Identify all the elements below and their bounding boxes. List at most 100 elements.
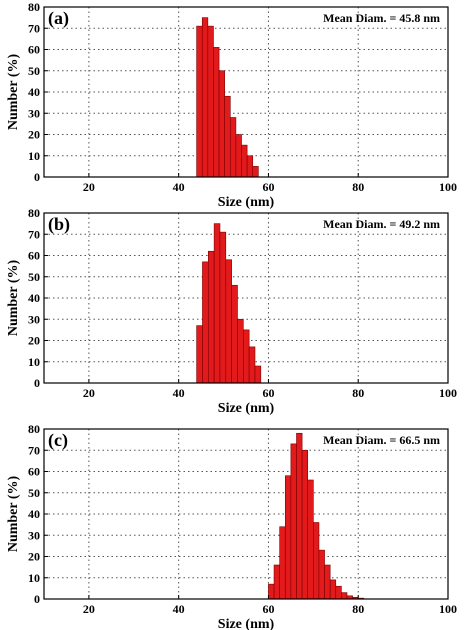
y-tick-label: 70 [28, 21, 40, 35]
y-tick-label: 80 [28, 422, 40, 436]
x-tick-label: 80 [352, 602, 364, 616]
x-tick-label: 60 [262, 180, 274, 194]
y-tick-label: 10 [28, 355, 40, 369]
x-tick-label: 100 [439, 602, 457, 616]
histogram-bar [224, 95, 231, 178]
x-tick-label: 60 [262, 386, 274, 400]
x-tick-label: 80 [352, 386, 364, 400]
histogram-bar [218, 70, 225, 178]
y-tick-label: 0 [34, 170, 40, 184]
histogram-bar [248, 346, 256, 384]
x-tick-label: 40 [173, 180, 185, 194]
histogram-bar [237, 318, 244, 384]
histogram-bar [268, 583, 275, 600]
x-axis-title: Size (nm) [218, 195, 275, 210]
histogram-bar [254, 365, 262, 384]
histogram-bar [273, 564, 280, 600]
y-tick-label: 50 [28, 486, 40, 500]
x-tick-label: 100 [439, 386, 457, 400]
x-tick-label: 60 [262, 602, 274, 616]
x-tick-label: 40 [173, 602, 185, 616]
y-axis-title: Number (%) [6, 259, 21, 336]
y-tick-label: 0 [34, 376, 40, 390]
chart-panel-b: 20 40 60 80 100 0 10 20 30 40 50 60 70 80 Size (nm) Num… [6, 206, 457, 416]
grid-lines [44, 213, 448, 383]
histogram-bar [202, 261, 209, 384]
y-tick-label: 60 [28, 465, 40, 479]
y-tick-label: 20 [28, 128, 40, 142]
histogram-bar [207, 250, 215, 384]
histogram-bar [229, 117, 237, 178]
histogram-bar [201, 17, 209, 178]
y-tick-label: 80 [28, 0, 40, 14]
y-tick-label: 30 [28, 528, 40, 542]
chart-panel-c: 20 40 60 80 100 0 10 20 30 40 50 60 70 80 Size (nm) Num… [6, 422, 457, 630]
x-tick-label: 80 [352, 180, 364, 194]
histogram-bar [329, 579, 337, 600]
histogram-bar [207, 25, 214, 178]
histogram-bars [268, 432, 365, 600]
histogram-bar [296, 432, 303, 600]
mean-diameter-annotation: Mean Diam. = 49.2 nm [323, 217, 440, 231]
histogram-bar [213, 223, 221, 384]
histogram-bar [307, 479, 314, 600]
x-axis-title: Size (nm) [218, 617, 275, 630]
histogram-bar [301, 449, 309, 600]
y-tick-label: 10 [28, 571, 40, 585]
histogram-bar [246, 155, 254, 178]
histogram-bar [235, 134, 242, 178]
histogram-bar [243, 329, 250, 384]
grid-lines [44, 7, 448, 177]
histogram-bar [324, 564, 331, 600]
histogram-bar [335, 585, 342, 600]
x-tick-label: 40 [173, 386, 185, 400]
y-tick-label: 70 [28, 227, 40, 241]
histogram-bar [196, 325, 203, 384]
x-tick-label: 20 [83, 386, 95, 400]
x-tick-label: 20 [83, 180, 95, 194]
x-tick-label: 20 [83, 602, 95, 616]
mean-diameter-annotation: Mean Diam. = 66.5 nm [323, 433, 440, 447]
histogram-bar [341, 592, 348, 600]
histogram-bar [225, 259, 232, 384]
x-tick-label: 100 [439, 180, 457, 194]
panel-label: (b) [48, 214, 70, 235]
y-tick-label: 20 [28, 550, 40, 564]
histogram-bar [313, 522, 320, 600]
histogram-bar [213, 47, 220, 178]
y-tick-label: 60 [28, 249, 40, 263]
y-tick-label: 20 [28, 334, 40, 348]
y-tick-label: 50 [28, 64, 40, 78]
y-tick-label: 30 [28, 312, 40, 326]
histogram-bar [318, 549, 325, 600]
histogram-bars [196, 17, 259, 178]
histogram-bars [196, 223, 262, 384]
histogram-bar [241, 144, 248, 178]
panel-label: (a) [48, 8, 69, 29]
histogram-bar [290, 443, 297, 600]
mean-diameter-annotation: Mean Diam. = 45.8 nm [323, 11, 440, 25]
y-tick-label: 50 [28, 270, 40, 284]
y-axis-title: Number (%) [6, 53, 21, 130]
y-tick-label: 0 [34, 592, 40, 606]
x-axis-title: Size (nm) [218, 401, 275, 416]
histogram-bar [219, 231, 227, 384]
y-tick-label: 40 [28, 291, 40, 305]
histogram-bar [231, 284, 238, 384]
histogram-bar [284, 475, 292, 600]
y-tick-label: 10 [28, 149, 40, 163]
grid-lines [44, 429, 448, 599]
histogram-bar [196, 25, 203, 178]
histogram-bar [279, 526, 286, 600]
panel-label: (c) [48, 430, 68, 451]
y-axis-title: Number (%) [6, 475, 21, 552]
y-tick-label: 40 [28, 85, 40, 99]
y-tick-label: 60 [28, 43, 40, 57]
chart-panel-a: 20 40 60 80 100 0 10 20 30 40 50 60 70 80 Size (nm) Num… [6, 0, 457, 210]
y-tick-label: 30 [28, 106, 40, 120]
y-tick-label: 70 [28, 443, 40, 457]
y-tick-label: 80 [28, 206, 40, 220]
y-tick-label: 40 [28, 507, 40, 521]
histogram-bar [252, 166, 259, 178]
